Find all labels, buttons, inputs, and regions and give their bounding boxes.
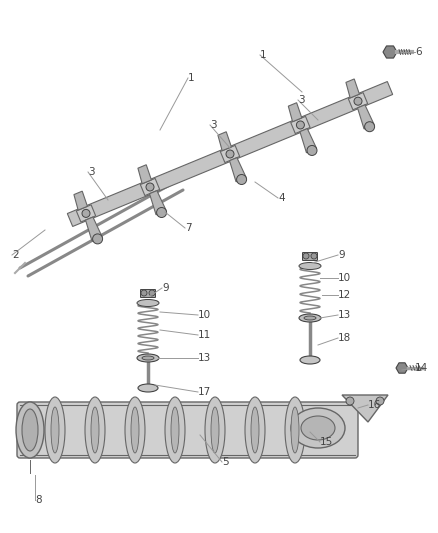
Circle shape <box>149 290 155 296</box>
Text: 15: 15 <box>320 437 333 447</box>
Ellipse shape <box>211 407 219 453</box>
Text: 2: 2 <box>12 250 19 260</box>
Ellipse shape <box>300 356 320 364</box>
Ellipse shape <box>165 397 185 463</box>
Polygon shape <box>74 191 88 210</box>
Text: 10: 10 <box>198 310 211 320</box>
Ellipse shape <box>245 397 265 463</box>
Text: 18: 18 <box>338 333 351 343</box>
Ellipse shape <box>142 356 154 360</box>
Polygon shape <box>288 103 302 122</box>
Text: 6: 6 <box>415 47 422 57</box>
Text: 14: 14 <box>415 363 428 373</box>
Circle shape <box>354 97 362 105</box>
Ellipse shape <box>299 314 321 322</box>
Polygon shape <box>218 132 231 151</box>
Text: 9: 9 <box>338 250 345 260</box>
Polygon shape <box>357 105 374 129</box>
Ellipse shape <box>131 407 139 453</box>
Circle shape <box>311 253 317 259</box>
Text: 8: 8 <box>35 495 42 505</box>
Ellipse shape <box>251 407 259 453</box>
Circle shape <box>303 253 309 259</box>
Polygon shape <box>67 82 393 227</box>
Circle shape <box>157 207 166 217</box>
Polygon shape <box>230 158 246 182</box>
FancyBboxPatch shape <box>17 402 358 458</box>
Polygon shape <box>348 93 367 110</box>
Polygon shape <box>342 395 388 422</box>
Text: 3: 3 <box>298 95 304 105</box>
Ellipse shape <box>285 397 305 463</box>
Circle shape <box>307 146 317 156</box>
Text: 13: 13 <box>338 310 351 320</box>
Text: 16: 16 <box>368 400 381 410</box>
Circle shape <box>346 397 354 405</box>
Ellipse shape <box>291 408 345 448</box>
Polygon shape <box>138 165 152 184</box>
Circle shape <box>376 397 384 405</box>
FancyBboxPatch shape <box>141 289 155 297</box>
Circle shape <box>297 121 304 129</box>
Text: 11: 11 <box>198 330 211 340</box>
Text: 3: 3 <box>210 120 217 130</box>
Polygon shape <box>140 179 160 196</box>
Text: 10: 10 <box>338 273 351 283</box>
FancyBboxPatch shape <box>303 253 318 261</box>
Ellipse shape <box>137 300 159 306</box>
Text: 13: 13 <box>198 353 211 363</box>
Polygon shape <box>346 79 360 98</box>
Ellipse shape <box>138 384 158 392</box>
Ellipse shape <box>291 407 299 453</box>
Text: 4: 4 <box>278 193 285 203</box>
Polygon shape <box>220 146 240 163</box>
Ellipse shape <box>125 397 145 463</box>
Polygon shape <box>300 128 317 153</box>
Text: 1: 1 <box>260 50 267 60</box>
Ellipse shape <box>304 316 316 320</box>
Polygon shape <box>149 191 166 215</box>
Ellipse shape <box>171 407 179 453</box>
Circle shape <box>92 234 102 244</box>
Text: 12: 12 <box>338 290 351 300</box>
Text: 1: 1 <box>188 73 194 83</box>
Ellipse shape <box>91 407 99 453</box>
Text: 9: 9 <box>162 283 169 293</box>
Ellipse shape <box>16 402 44 458</box>
Circle shape <box>237 174 247 184</box>
Ellipse shape <box>301 416 335 440</box>
Circle shape <box>146 183 154 191</box>
Polygon shape <box>76 205 95 222</box>
Ellipse shape <box>22 409 38 451</box>
Circle shape <box>141 290 147 296</box>
Circle shape <box>364 122 374 132</box>
Circle shape <box>82 209 90 217</box>
Polygon shape <box>291 116 310 134</box>
Polygon shape <box>383 46 397 58</box>
Polygon shape <box>85 217 102 241</box>
Text: 3: 3 <box>88 167 95 177</box>
Ellipse shape <box>205 397 225 463</box>
Ellipse shape <box>45 397 65 463</box>
Polygon shape <box>396 363 408 373</box>
Text: 5: 5 <box>222 457 229 467</box>
Text: 17: 17 <box>198 387 211 397</box>
Text: 7: 7 <box>185 223 192 233</box>
Ellipse shape <box>299 262 321 270</box>
Ellipse shape <box>51 407 59 453</box>
Ellipse shape <box>85 397 105 463</box>
Circle shape <box>226 150 234 158</box>
Ellipse shape <box>137 354 159 362</box>
